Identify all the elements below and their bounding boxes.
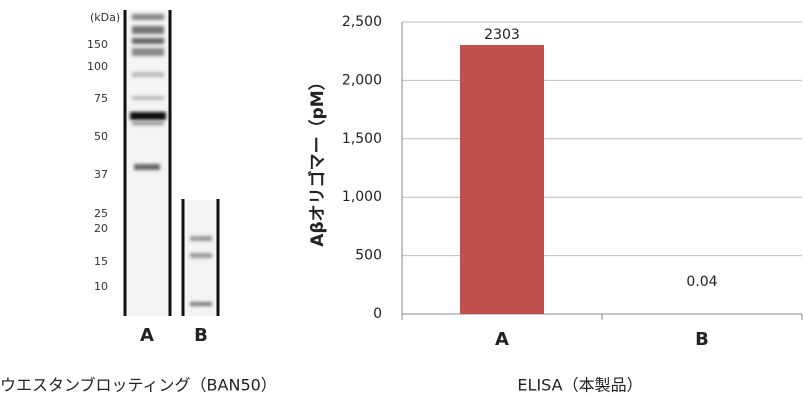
y-axis-label: Aβオリゴマー（pM） [307, 73, 328, 246]
y-tick-label: 2,500 [342, 14, 382, 30]
kda-unit: (kDa) [90, 11, 120, 24]
gel-bands [130, 14, 212, 306]
chart-caption: ELISA（本製品） [517, 376, 642, 395]
gel-caption: ウエスタンブロッティング（BAN50） [0, 376, 277, 395]
y-tick-label: 0 [373, 306, 382, 322]
gel-image [123, 10, 220, 316]
kda-marker: 37 [94, 168, 108, 181]
y-tick-label: 2,000 [342, 72, 382, 88]
lane-label: A [140, 325, 154, 346]
y-tick-label: 1,500 [342, 131, 382, 147]
data-label: 2303 [484, 27, 520, 43]
lane-label: B [194, 325, 208, 346]
kda-marker: 75 [94, 92, 108, 105]
kda-marker: 25 [94, 207, 108, 220]
kda-marker: 50 [94, 130, 108, 143]
kda-marker: 15 [94, 255, 108, 268]
bar [460, 45, 544, 314]
kda-marker: 10 [94, 280, 108, 293]
x-tick-label: B [695, 329, 709, 350]
kda-marker: 100 [87, 60, 108, 73]
lane-a-background [126, 10, 170, 316]
kda-marker: 20 [94, 222, 108, 235]
data-label: 0.04 [686, 274, 717, 290]
x-tick-label: A [495, 329, 509, 350]
y-tick-label: 1,000 [342, 189, 382, 205]
kda-marker: 150 [87, 38, 108, 51]
y-tick-label: 500 [355, 248, 382, 264]
